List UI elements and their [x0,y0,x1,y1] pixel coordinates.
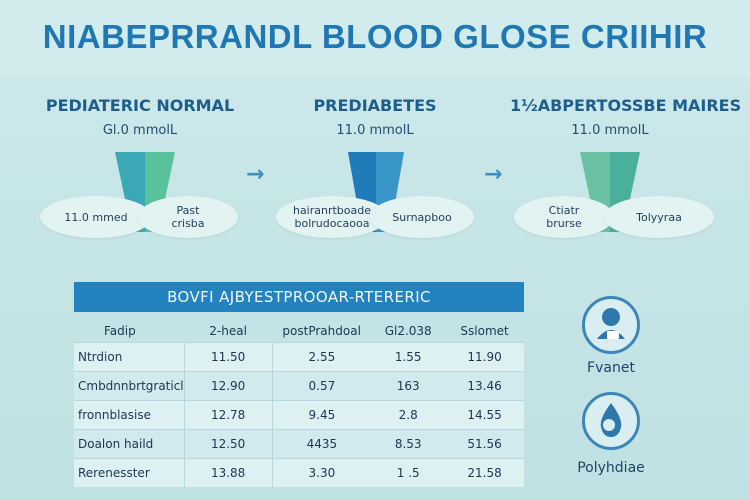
table-cell: Ntrdion [74,341,185,371]
arrow-icon: → [246,162,265,187]
table-row: Ntrdion 11.50 2.55 1.55 11.90 [74,341,524,371]
table-cell: 1 .5 [371,457,446,487]
column-header: Fadip [104,323,136,338]
stage-subtitle: 11.0 mmolL [336,123,414,138]
stage-bubble-right: Tolyyraa [604,196,714,238]
stage-subtitle: Gl.0 mmolL [102,123,178,138]
table-row: Cmbdnnbrtgraticl 12.90 0.57 163 13.46 [74,370,524,400]
table-cell: 14.55 [445,399,524,429]
stage-bubble-right: Surnapboo [370,196,474,238]
stage-bubble-right: Past crisba [138,196,238,238]
table-row: Rerenesster 13.88 3.30 1 .5 21.58 [74,457,524,487]
drop-icon-glyph [600,403,622,437]
table-cell: 4435 [271,428,372,458]
data-table: Fadip 2-heal postPrahdoal Gl2.038 Sslome… [74,320,524,487]
column-header: Gl2.038 [384,323,432,338]
stage-title: PREDIABETES [313,96,437,115]
stage-title: 1½ABPERTOSSBE MAIRES [510,96,742,115]
stage-title: PEDIATERIC NORMAL [45,96,235,115]
page-title: NIABEPRRANDL BLOOD GLOSE CRIIHIR [42,18,708,55]
table-cell: fronnblasise [74,399,185,429]
drop-icon [582,392,640,450]
table-cell: 12.78 [183,399,273,429]
stage-bubble-left: Ctiatr brurse [514,196,614,238]
person-icon-glyph [597,308,625,339]
table-cell: 21.58 [445,457,524,487]
table-cell: 1.55 [371,341,446,371]
icon-label: Polyhdiae [577,460,645,476]
table-cell: 51.56 [445,428,524,458]
table-cell: 2.55 [271,341,372,371]
table-cell: 11.90 [445,341,524,371]
table-cell: 163 [371,370,446,400]
table-cell: 13.46 [445,370,524,400]
comparison-table: BOVFI AJBYESTPROOAR-RTERERIC Fadip 2-hea… [74,282,524,487]
column-header: 2-heal [209,323,247,338]
table-cell: 11.50 [183,341,273,371]
table-cell: 9.45 [271,399,372,429]
table-cell: Doalon haild [74,428,185,458]
table-cell: Cmbdnnbrtgraticl [74,370,185,400]
table-row: fronnblasise 12.78 9.45 2.8 14.55 [74,399,524,429]
title-band [0,0,750,78]
stage-bubble-left: 11.0 mmed [40,196,152,238]
table-cell: 0.57 [271,370,372,400]
table-cell: 13.88 [183,457,273,487]
stage-subtitle: 11.0 mmolL [571,123,649,138]
arrow-icon: → [484,162,503,187]
table-header-row: Fadip 2-heal postPrahdoal Gl2.038 Sslome… [74,320,524,342]
icon-label: Fvanet [587,360,635,376]
column-header: Sslomet [460,323,509,338]
table-cell: Rerenesster [74,457,185,487]
table-cell: 8.53 [371,428,446,458]
stage-bubble-left: hairanrtboade bolrudocaooa [276,196,388,238]
table-cell: 3.30 [271,457,372,487]
table-cell: 12.50 [183,428,273,458]
table-cell: 12.90 [183,370,273,400]
table-title: BOVFI AJBYESTPROOAR-RTERERIC [74,282,524,312]
column-header: postPrahdoal [282,323,361,338]
person-icon [582,296,640,354]
table-cell: 2.8 [371,399,446,429]
table-row: Doalon haild 12.50 4435 8.53 51.56 [74,428,524,458]
